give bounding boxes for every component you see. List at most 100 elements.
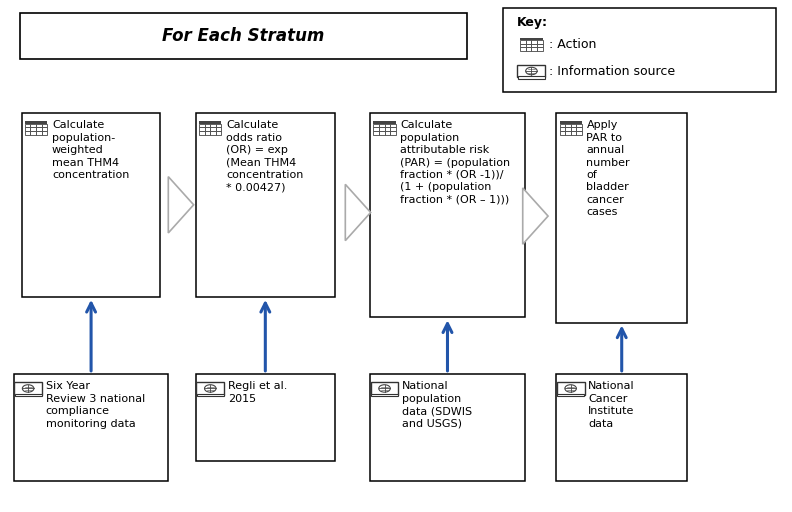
Bar (379, 131, 384, 135)
Bar (371, 394, 398, 396)
Bar (200, 124, 204, 127)
Bar (42, 127, 48, 131)
FancyBboxPatch shape (557, 382, 584, 395)
Bar (379, 124, 384, 127)
Bar (20, 13, 467, 59)
Bar (526, 44, 531, 48)
Bar (25, 127, 31, 131)
Bar (520, 38, 543, 40)
Bar (577, 127, 582, 131)
Text: : Action: : Action (549, 38, 596, 51)
Bar (565, 131, 570, 135)
Bar (565, 127, 570, 131)
Bar (385, 124, 390, 127)
Bar (570, 124, 577, 127)
Bar (559, 124, 565, 127)
Bar (204, 131, 211, 135)
Bar (200, 121, 222, 124)
Bar (556, 113, 687, 323)
Bar (520, 40, 526, 44)
Bar (370, 374, 524, 481)
Bar (31, 124, 36, 127)
Text: National
population
data (SDWIS
and USGS): National population data (SDWIS and USGS… (402, 381, 472, 429)
Bar (374, 131, 379, 135)
Text: Regli et al.
2015: Regli et al. 2015 (228, 381, 287, 404)
Text: National
Cancer
Institute
data: National Cancer Institute data (588, 381, 634, 429)
Bar (204, 124, 211, 127)
Bar (570, 127, 577, 131)
Polygon shape (169, 177, 194, 233)
Bar (537, 48, 543, 51)
Text: : Information source: : Information source (549, 65, 675, 78)
Bar (31, 131, 36, 135)
Bar (518, 76, 545, 79)
Bar (531, 40, 537, 44)
Bar (374, 124, 379, 127)
Bar (374, 121, 396, 124)
Bar (374, 127, 379, 131)
Bar (531, 48, 537, 51)
Bar (36, 131, 42, 135)
Text: Calculate
odds ratio
(OR) = exp
(Mean THM4
concentration
* 0.00427): Calculate odds ratio (OR) = exp (Mean TH… (227, 120, 303, 193)
Bar (526, 48, 531, 51)
Bar (520, 44, 526, 48)
Bar (379, 127, 384, 131)
Bar (559, 127, 565, 131)
Bar (211, 131, 216, 135)
Bar (556, 374, 687, 481)
Text: Six Year
Review 3 national
compliance
monitoring data: Six Year Review 3 national compliance mo… (46, 381, 145, 429)
Bar (14, 394, 42, 396)
Bar (390, 127, 395, 131)
Bar (25, 131, 31, 135)
Circle shape (22, 385, 34, 392)
Bar (565, 124, 570, 127)
Circle shape (526, 67, 537, 75)
Bar (577, 124, 582, 127)
Text: Calculate
population
attributable risk
(PAR) = (population
fraction * (OR -1))/
: Calculate population attributable risk (… (400, 120, 511, 205)
Bar (577, 131, 582, 135)
Text: Calculate
population-
weighted
mean THM4
concentration: Calculate population- weighted mean THM4… (52, 120, 129, 180)
FancyBboxPatch shape (196, 382, 224, 395)
Text: For Each Stratum: For Each Stratum (162, 27, 325, 45)
Bar (196, 113, 335, 297)
Bar (537, 44, 543, 48)
Bar (570, 131, 577, 135)
Bar (211, 127, 216, 131)
Bar (14, 374, 169, 481)
Text: Apply
PAR to
annual
number
of
bladder
cancer
cases: Apply PAR to annual number of bladder ca… (586, 120, 630, 217)
Bar (36, 124, 42, 127)
Bar (557, 394, 584, 396)
Bar (200, 131, 204, 135)
Bar (385, 127, 390, 131)
Bar (216, 124, 222, 127)
Polygon shape (523, 188, 548, 244)
Bar (36, 127, 42, 131)
Bar (503, 8, 776, 92)
Bar (196, 394, 224, 396)
Bar (390, 124, 395, 127)
Bar (520, 48, 526, 51)
Circle shape (379, 385, 390, 392)
Bar (216, 131, 222, 135)
FancyBboxPatch shape (14, 382, 42, 395)
Circle shape (204, 385, 216, 392)
Bar (196, 374, 335, 461)
Bar (31, 127, 36, 131)
Bar (22, 113, 160, 297)
Bar (559, 131, 565, 135)
Bar (25, 124, 31, 127)
Bar (537, 40, 543, 44)
Bar (216, 127, 222, 131)
Bar (526, 40, 531, 44)
Bar (385, 131, 390, 135)
Bar (200, 127, 204, 131)
Bar (25, 121, 48, 124)
Circle shape (565, 385, 577, 392)
Bar (42, 131, 48, 135)
Polygon shape (345, 184, 371, 241)
FancyBboxPatch shape (371, 382, 398, 395)
Bar (370, 113, 524, 317)
Bar (559, 121, 582, 124)
Bar (531, 44, 537, 48)
Bar (390, 131, 395, 135)
